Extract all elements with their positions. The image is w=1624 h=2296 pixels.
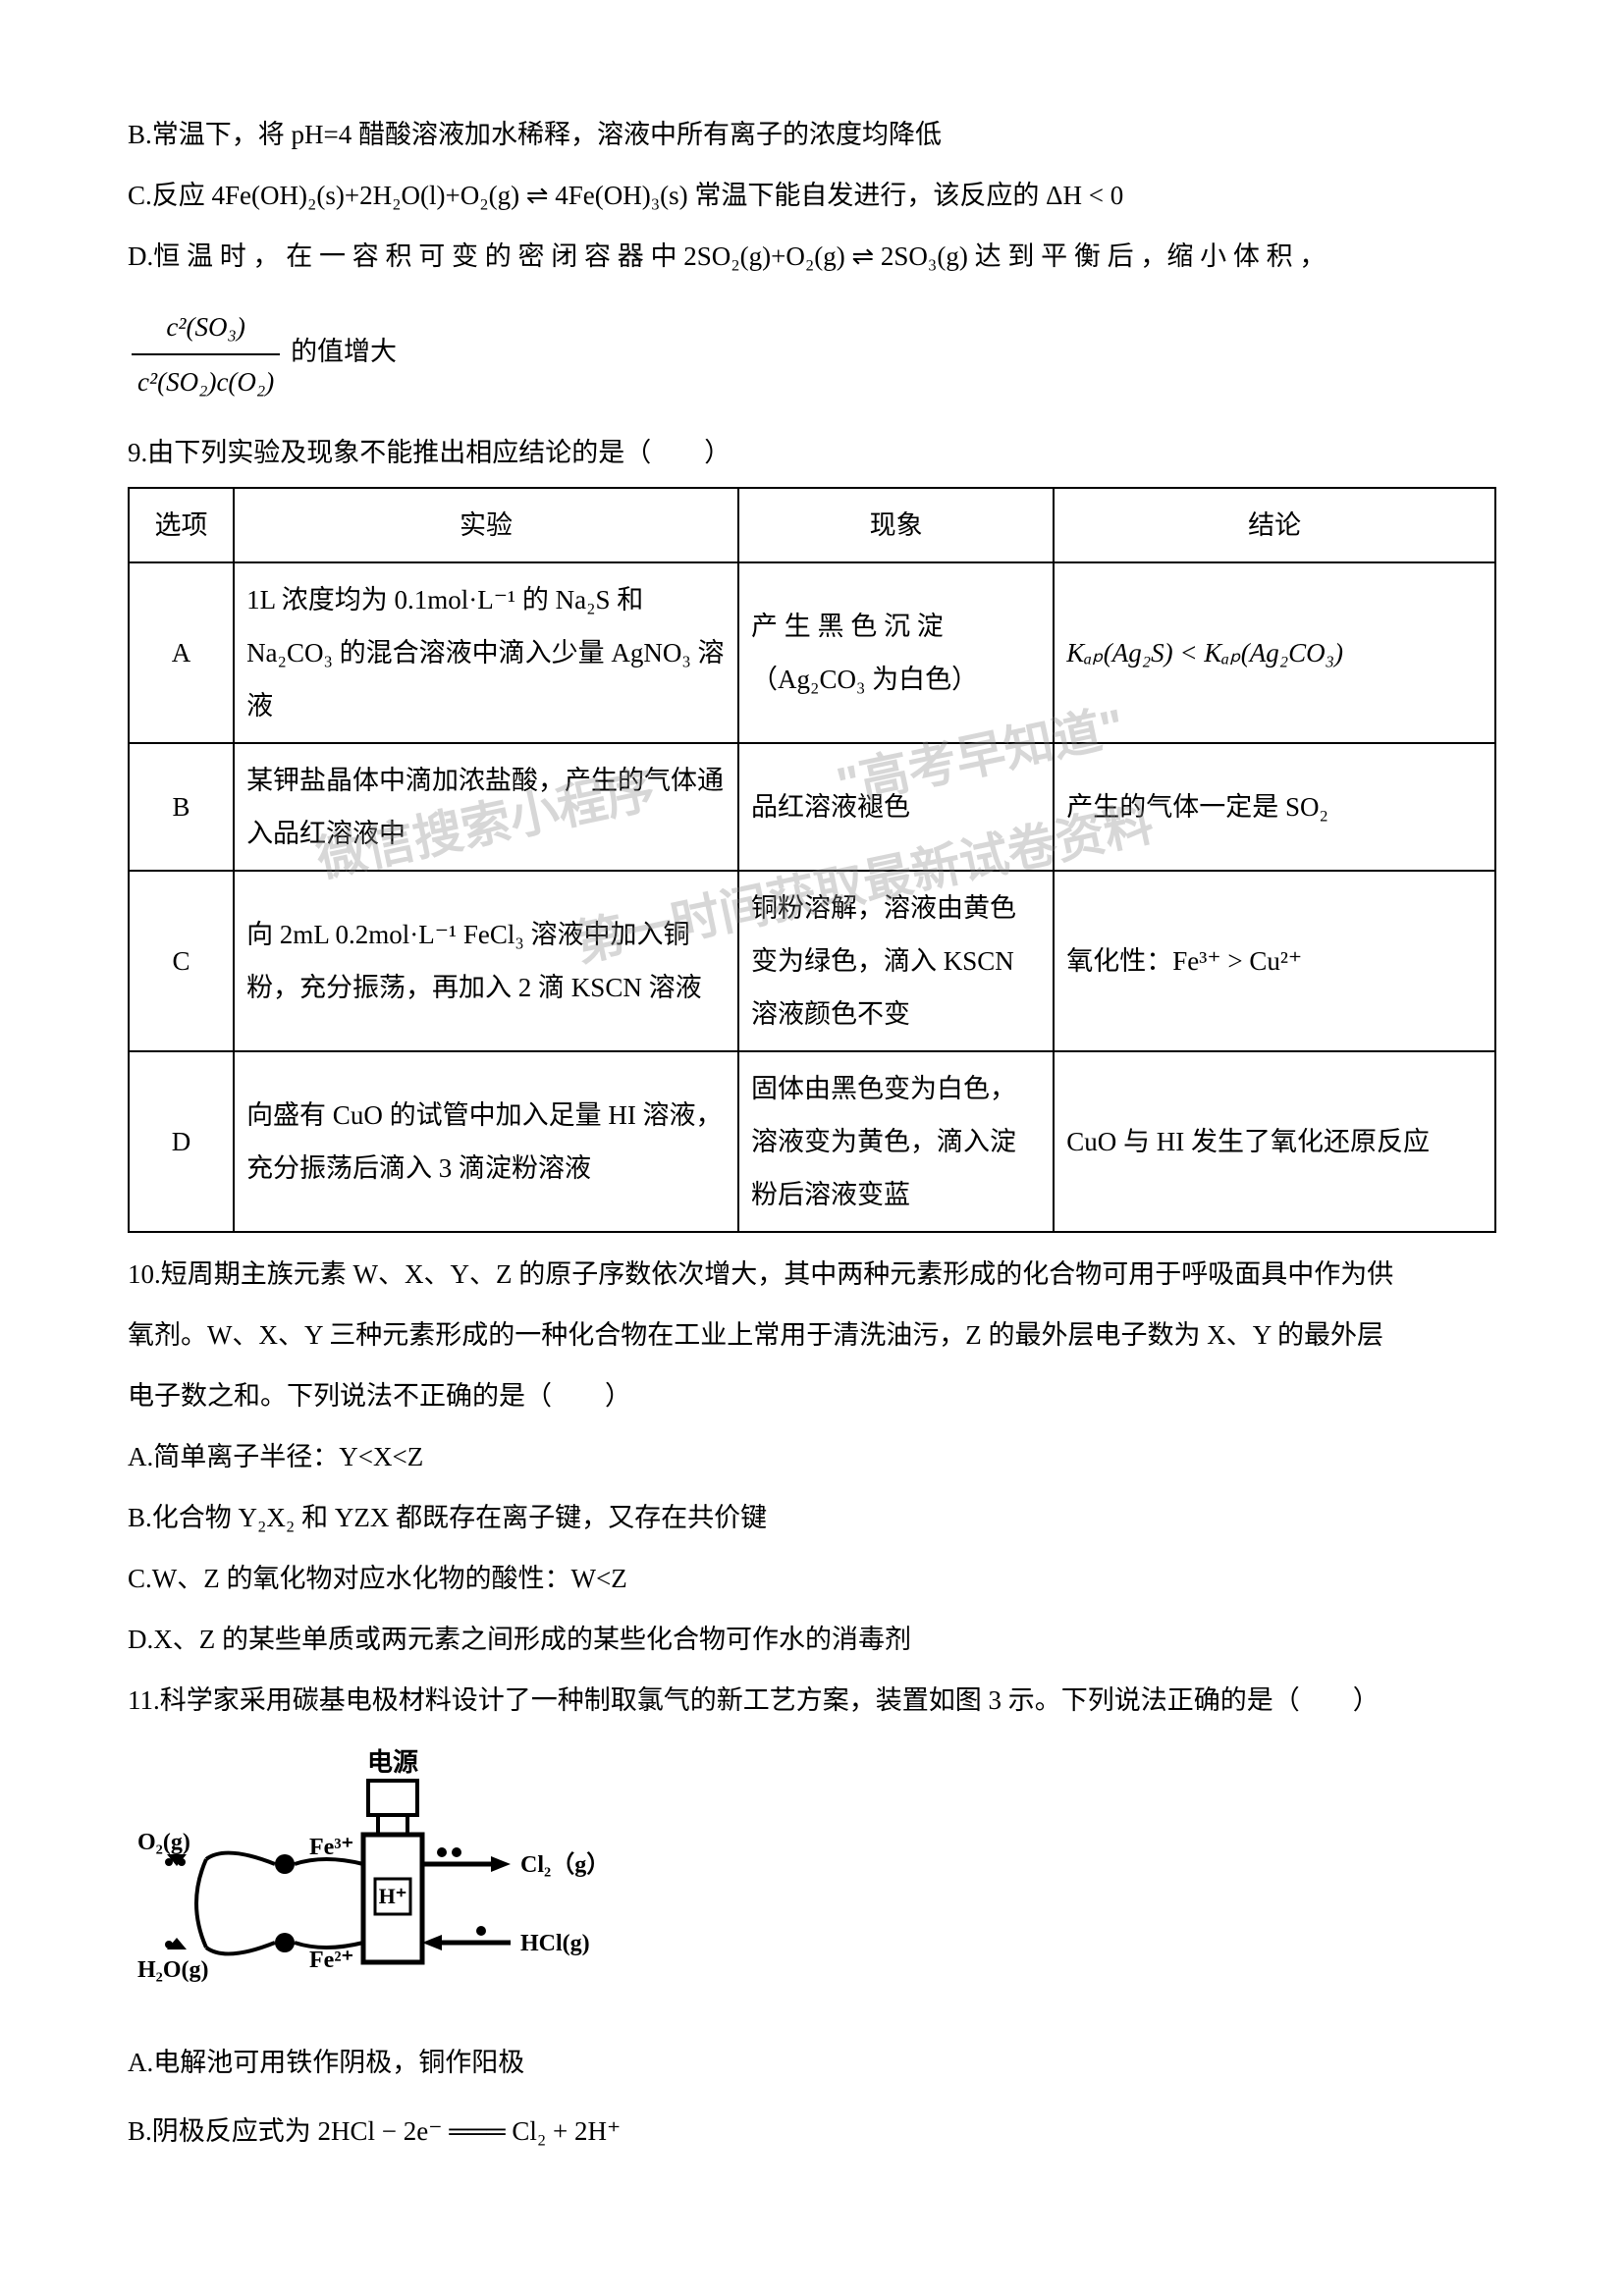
option-d-post: 达 到 平 衡 后 ，缩 小 体 积 ， [968,241,1326,271]
option-c-pre: C.反应 [128,181,212,210]
row-c-phenomenon: 铜粉溶解，溶液由黄色变为绿色，滴入 KSCN 溶液颜色不变 [738,871,1054,1051]
header-phenomenon: 现象 [738,488,1054,562]
q10-option-c: C.W、Z 的氧化物对应水化物的酸性：W<Z [128,1552,1496,1605]
row-b-conclusion: 产生的气体一定是 SO₂ [1054,743,1495,871]
row-c-option: C [129,871,234,1051]
table-row: D 向盛有 CuO 的试管中加入足量 HI 溶液，充分振荡后滴入 3 滴淀粉溶液… [129,1051,1495,1232]
row-c-experiment: 向 2mL 0.2mol·L⁻¹ FeCl₃ 溶液中加入铜粉，充分振荡，再加入 … [234,871,738,1051]
option-d-eq: 2SO₂(g)+O₂(g) ⇌ 2SO₃(g) [683,241,968,271]
question-11: 11.科学家采用碳基电极材料设计了一种制取氯气的新工艺方案，装置如图 3 示。下… [128,1674,1496,1727]
diagram-fe2: Fe²⁺ [309,1948,353,1973]
q11-option-a: A.电解池可用铁作阴极，铜作阳极 [128,2036,1496,2089]
table-header-row: 选项 实验 现象 结论 [129,488,1495,562]
option-c-text: C.反应 4Fe(OH)₂(s)+2H₂O(l)+O₂(g) ⇌ 4Fe(OH)… [128,169,1496,222]
question-10-line1: 10.短周期主族元素 W、X、Y、Z 的原子序数依次增大，其中两种元素形成的化合… [128,1248,1496,1301]
row-b-phenomenon: 品红溶液褪色 [738,743,1054,871]
q10-option-d: D.X、Z 的某些单质或两元素之间形成的某些化合物可作水的消毒剂 [128,1613,1496,1666]
diagram-h2o: H₂O(g) [137,1957,209,1983]
diagram-fe3: Fe³⁺ [309,1835,353,1860]
q10-option-b: B.化合物 Y₂X₂ 和 YZX 都既存在离子键，又存在共价键 [128,1491,1496,1544]
header-conclusion: 结论 [1054,488,1495,562]
option-c-eq: 4Fe(OH)₂(s)+2H₂O(l)+O₂(g) ⇌ 4Fe(OH)₃(s) [212,181,688,210]
question-10-line3: 电子数之和。下列说法不正确的是（ ） [128,1369,1496,1422]
option-d-pre: D.恒 温 时 ， 在 一 容 积 可 变 的 密 闭 容 器 中 [128,241,683,271]
row-d-experiment: 向盛有 CuO 的试管中加入足量 HI 溶液，充分振荡后滴入 3 滴淀粉溶液 [234,1051,738,1232]
electrolysis-diagram: 电源 H⁺ Fe³⁺ Fe²⁺ O₂(g) H₂O(g) [128,1746,1496,2021]
row-b-experiment: 某钾盐晶体中滴加浓盐酸，产生的气体通入品红溶液中 [234,743,738,871]
option-b-text: B.常温下，将 pH=4 醋酸溶液加水稀释，溶液中所有离子的浓度均降低 [128,108,1496,161]
row-c-conclusion: 氧化性：Fe³⁺ > Cu²⁺ [1054,871,1495,1051]
q11-option-b: B.阴极反应式为 2HCl − 2e⁻ ═══ Cl₂ + 2H⁺ [128,2105,1496,2158]
q10-option-a: A.简单离子半径：Y<X<Z [128,1430,1496,1483]
question-9: 9.由下列实验及现象不能推出相应结论的是（ ） [128,426,1496,479]
row-a-option: A [129,562,234,743]
row-d-option: D [129,1051,234,1232]
experiment-table: 选项 实验 现象 结论 A 1L 浓度均为 0.1mol·L⁻¹ 的 Na₂S … [128,487,1496,1233]
table-row: B 某钾盐晶体中滴加浓盐酸，产生的气体通入品红溶液中 品红溶液褪色 产生的气体一… [129,743,1495,871]
diagram-hcl: HCl(g) [520,1931,590,1956]
table-row: C 向 2mL 0.2mol·L⁻¹ FeCl₃ 溶液中加入铜粉，充分振荡，再加… [129,871,1495,1051]
fraction-post: 的值增大 [291,337,397,366]
fraction: c²(SO₃) c²(SO₂)c(O₂) [132,300,280,408]
table-row: A 1L 浓度均为 0.1mol·L⁻¹ 的 Na₂S 和 Na₂CO₃ 的混合… [129,562,1495,743]
header-option: 选项 [129,488,234,562]
diagram-h-plus: H⁺ [379,1884,407,1908]
header-experiment: 实验 [234,488,738,562]
row-a-phenomenon: 产 生 黑 色 沉 淀（Ag₂CO₃ 为白色） [738,562,1054,743]
row-a-experiment: 1L 浓度均为 0.1mol·L⁻¹ 的 Na₂S 和 Na₂CO₃ 的混合溶液… [234,562,738,743]
fraction-line: c²(SO₃) c²(SO₂)c(O₂) 的值增大 [128,300,1496,408]
option-c-post: 常温下能自发进行，该反应的 ΔH < 0 [688,181,1124,210]
diagram-o2: O₂(g) [137,1830,190,1855]
row-a-conclusion: Kₐₚ(Ag₂S) < Kₐₚ(Ag₂CO₃) [1054,562,1495,743]
question-10-line2: 氧剂。W、X、Y 三种元素形成的一种化合物在工业上常用于清洗油污，Z 的最外层电… [128,1308,1496,1362]
option-d-text: D.恒 温 时 ， 在 一 容 积 可 变 的 密 闭 容 器 中 2SO₂(g… [128,230,1496,283]
fraction-num: c²(SO₃) [132,300,280,355]
row-d-phenomenon: 固体由黑色变为白色，溶液变为黄色，滴入淀粉后溶液变蓝 [738,1051,1054,1232]
row-d-conclusion: CuO 与 HI 发生了氧化还原反应 [1054,1051,1495,1232]
diagram-svg: 电源 H⁺ Fe³⁺ Fe²⁺ O₂(g) H₂O(g) [128,1746,658,2021]
diagram-cl2: Cl₂（g） [520,1851,610,1878]
row-b-option: B [129,743,234,871]
diagram-power-label: 电源 [367,1748,418,1777]
fraction-den: c²(SO₂)c(O₂) [132,355,280,408]
